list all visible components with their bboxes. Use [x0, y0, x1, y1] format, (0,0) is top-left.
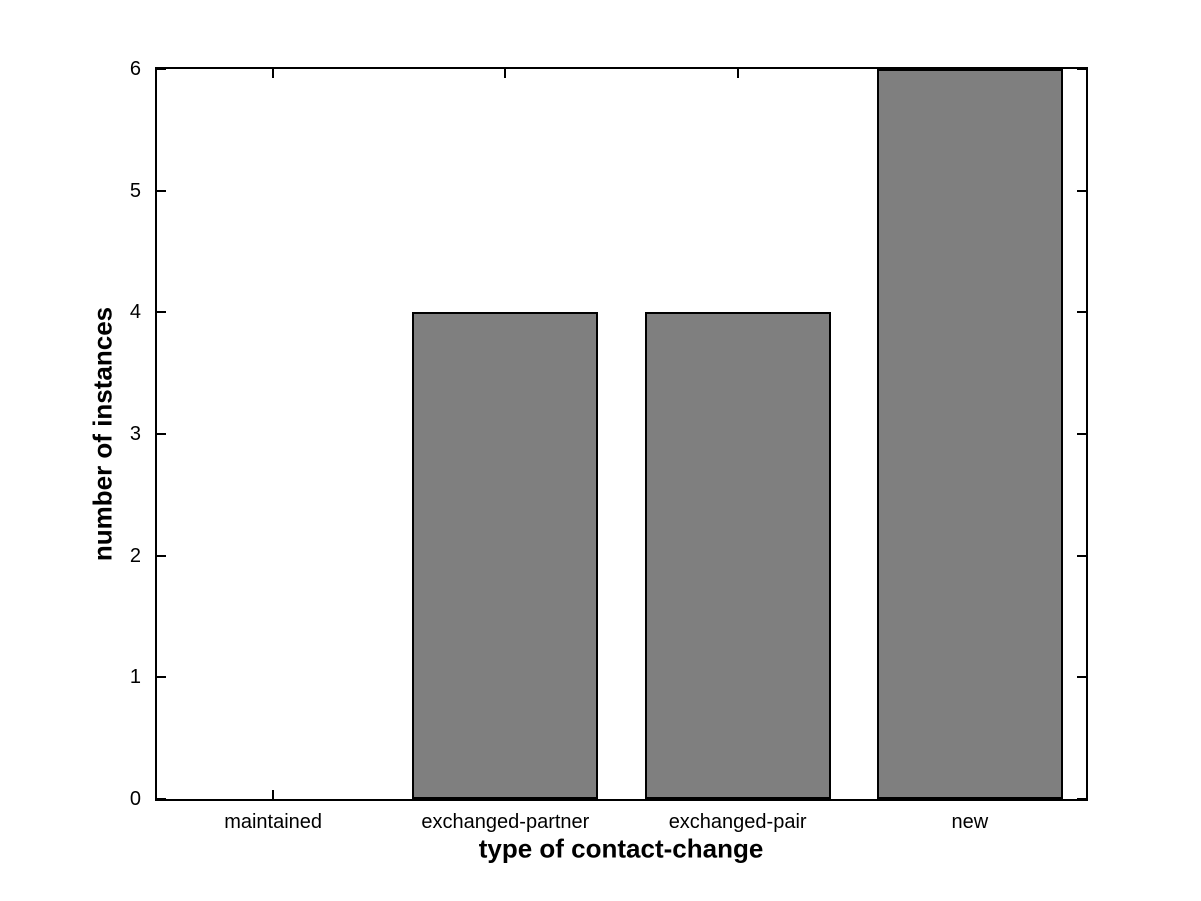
y-axis-tick-right	[1077, 433, 1086, 435]
plot-area	[155, 67, 1088, 801]
y-axis-tick-right	[1077, 676, 1086, 679]
x-tick-label-exchanged-partner: exchanged-partner	[421, 811, 590, 833]
y-axis-tick-left	[157, 189, 166, 192]
bar-exchanged-partner	[412, 312, 599, 799]
y-tick-label: 1	[129, 666, 141, 689]
x-axis-label: type of contact-change	[478, 833, 764, 864]
x-axis-tick-bottom	[272, 790, 275, 799]
y-axis-tick-left	[157, 433, 166, 435]
bar-new	[876, 69, 1063, 799]
x-axis-tick-top	[736, 69, 739, 78]
y-tick-label: 0	[129, 788, 141, 810]
y-axis-tick-left	[157, 554, 166, 557]
x-tick-label-exchanged-pair: exchanged-pair	[668, 811, 807, 833]
x-axis-tick-top	[272, 69, 275, 78]
y-axis-tick-right	[1077, 68, 1086, 70]
y-tick-label: 6	[129, 58, 141, 80]
x-axis-tick-top	[504, 69, 507, 78]
y-axis-tick-right	[1077, 189, 1086, 192]
y-tick-label: 3	[129, 423, 141, 445]
y-tick-label: 2	[129, 544, 141, 567]
y-tick-label: 4	[129, 301, 141, 324]
y-tick-label: 5	[129, 179, 141, 202]
bar-exchanged-pair	[644, 312, 831, 799]
y-axis-tick-left	[157, 676, 166, 679]
y-axis-tick-left	[157, 68, 166, 70]
x-tick-label-maintained: maintained	[224, 811, 323, 833]
x-tick-label-new: new	[951, 811, 989, 833]
y-axis-tick-left	[157, 311, 166, 314]
y-axis-tick-right	[1077, 311, 1086, 314]
y-axis-tick-right	[1077, 798, 1086, 800]
y-axis-tick-left	[157, 798, 166, 800]
y-axis-tick-right	[1077, 554, 1086, 557]
